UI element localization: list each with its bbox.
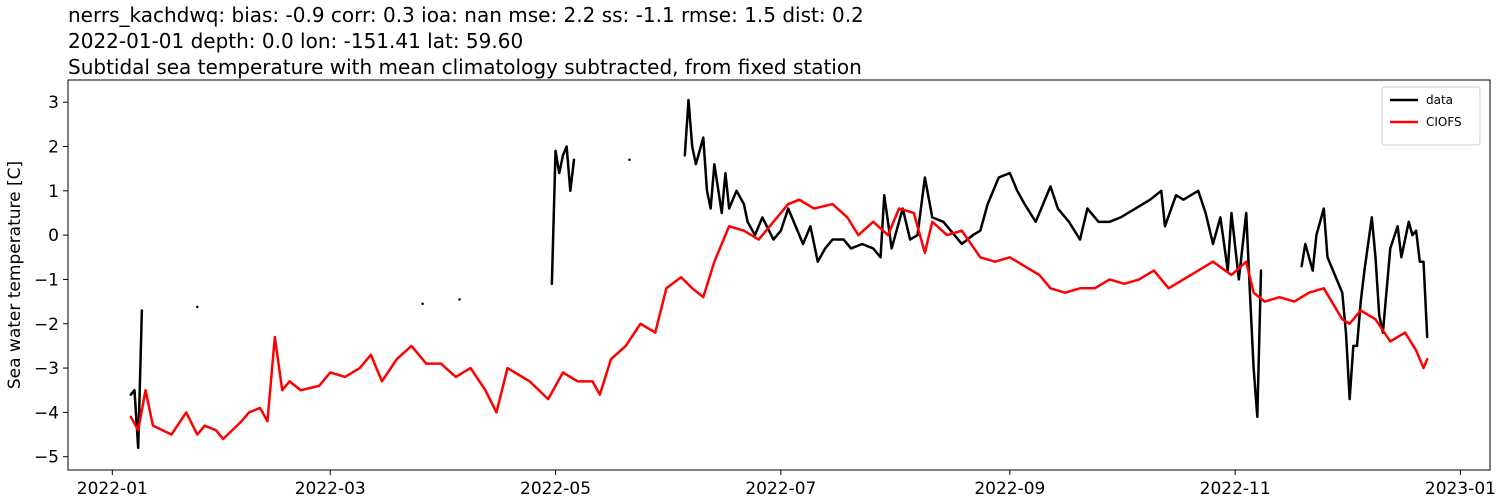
y-tick-label: 1 <box>48 182 59 202</box>
y-tick-label: 3 <box>48 93 59 113</box>
y-tick-label: 2 <box>48 137 59 157</box>
x-tick-label: 2022-03 <box>295 479 366 499</box>
y-tick-label: −5 <box>34 448 59 468</box>
y-tick-label: −2 <box>34 315 59 335</box>
x-tick-label: 2023-01 <box>1425 479 1496 499</box>
y-tick-label: −1 <box>34 270 59 290</box>
chart-title: nerrs_kachdwq: bias: -0.9 corr: 0.3 ioa:… <box>68 3 864 27</box>
legend-label: CIOFS <box>1426 115 1462 129</box>
y-tick-label: −4 <box>34 403 59 423</box>
x-tick-label: 2022-01 <box>77 479 148 499</box>
chart-title: 2022-01-01 depth: 0.0 lon: -151.41 lat: … <box>68 29 523 53</box>
plot-frame <box>67 79 1491 471</box>
legend-label: data <box>1426 93 1453 107</box>
data-line <box>129 198 1429 441</box>
legend-box <box>1381 86 1481 146</box>
x-tick-label: 2022-05 <box>520 479 591 499</box>
y-tick-label: −3 <box>34 359 59 379</box>
y-tick-label: 0 <box>48 226 59 246</box>
x-tick-label: 2022-07 <box>745 479 816 499</box>
y-axis-label: Sea water temperature [C] <box>5 161 25 389</box>
x-tick-label: 2022-09 <box>974 479 1045 499</box>
x-tick-label: 2022-11 <box>1200 479 1271 499</box>
data-line <box>129 98 1429 450</box>
chart-title: Subtidal sea temperature with mean clima… <box>68 55 862 79</box>
